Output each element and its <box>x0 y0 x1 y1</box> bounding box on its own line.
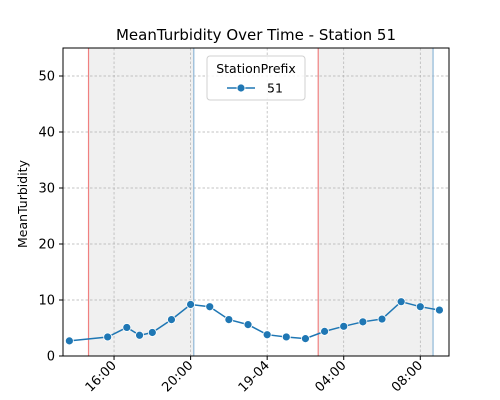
data-point <box>320 326 329 336</box>
data-point <box>339 321 349 331</box>
axes-border <box>62 47 450 357</box>
data-point <box>122 323 132 332</box>
x-ticks: 16:00 20:00 19-04 04:00 08:00 <box>83 356 426 396</box>
series-group <box>64 297 444 346</box>
data-point <box>103 332 113 342</box>
data-point <box>224 315 234 325</box>
y-tick-label: 0 <box>47 350 55 365</box>
grid <box>63 48 449 357</box>
legend: StationPrefix 51 <box>206 55 306 101</box>
shaded-region <box>88 48 194 356</box>
vertical-lines <box>87 48 434 356</box>
x-tick-label: 16:00 <box>83 358 120 395</box>
data-point <box>377 314 387 324</box>
legend-label: 51 <box>267 81 283 96</box>
data-point <box>281 332 291 342</box>
data-point <box>358 317 368 327</box>
legend-box <box>206 55 306 101</box>
x-tick-label: 20:00 <box>159 358 196 395</box>
y-tick-label: 40 <box>38 126 55 141</box>
chart-title: MeanTurbidity Over Time - Station 51 <box>116 26 396 44</box>
legend-marker-swatch <box>236 83 246 93</box>
data-point <box>396 297 406 307</box>
x-tick-label: 08:00 <box>389 358 426 395</box>
y-tick-label: 10 <box>38 294 55 309</box>
x-tick-label: 19-04 <box>236 358 273 395</box>
y-tick-label: 30 <box>38 182 55 197</box>
y-axis-label: MeanTurbidity <box>15 159 30 248</box>
y-tick-label: 50 <box>38 70 55 85</box>
data-point <box>262 330 272 340</box>
shaded-region <box>318 48 434 356</box>
data-point <box>167 315 176 325</box>
data-point <box>147 328 157 337</box>
y-ticks: 0 10 20 30 40 50 <box>38 70 63 365</box>
data-point <box>415 302 425 312</box>
data-point <box>186 300 196 309</box>
data-point <box>301 334 310 344</box>
data-point <box>135 330 144 340</box>
y-tick-label: 20 <box>38 238 55 253</box>
data-point <box>205 302 215 312</box>
data-point <box>64 336 74 346</box>
legend-title: StationPrefix <box>216 61 296 76</box>
axes-frame <box>62 47 450 357</box>
data-point <box>243 320 253 330</box>
data-point <box>435 305 444 315</box>
x-tick-label: 04:00 <box>312 358 349 395</box>
